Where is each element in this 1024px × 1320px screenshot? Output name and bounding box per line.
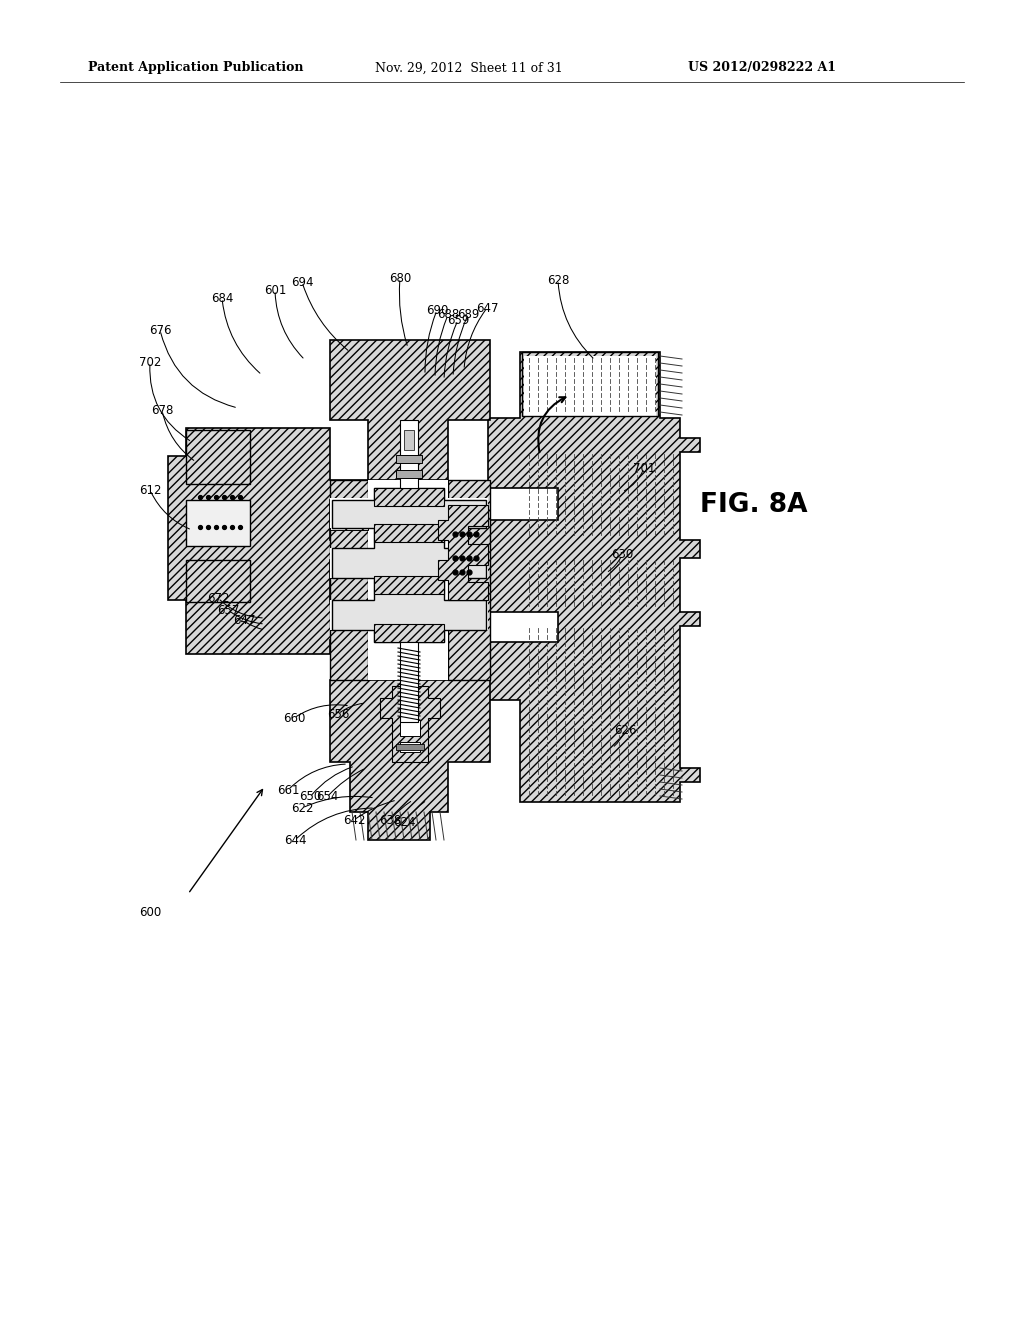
Text: 694: 694 (291, 276, 313, 289)
Text: 642: 642 (343, 813, 366, 826)
Bar (330, 500, 368, 531)
Polygon shape (332, 488, 486, 642)
Bar (400, 420, 418, 488)
Text: 624: 624 (393, 816, 416, 829)
Text: 647: 647 (476, 301, 499, 314)
Text: 656: 656 (327, 708, 349, 721)
Text: 622: 622 (291, 801, 313, 814)
Polygon shape (330, 341, 490, 480)
Text: 672: 672 (207, 591, 229, 605)
Polygon shape (438, 506, 488, 601)
Text: 600: 600 (139, 906, 161, 919)
Bar (396, 470, 422, 478)
Text: 689: 689 (457, 309, 479, 322)
Polygon shape (488, 352, 700, 803)
Text: 654: 654 (315, 791, 338, 804)
Text: 650: 650 (299, 791, 322, 804)
Text: 626: 626 (613, 723, 636, 737)
Polygon shape (449, 480, 490, 680)
Bar (330, 601, 368, 630)
Text: 690: 690 (426, 304, 449, 317)
Bar (186, 430, 250, 484)
Polygon shape (524, 356, 656, 416)
Text: 676: 676 (148, 323, 171, 337)
Bar (522, 352, 658, 416)
Polygon shape (374, 624, 444, 642)
Text: 657: 657 (217, 603, 240, 616)
Bar (400, 719, 420, 737)
Text: Nov. 29, 2012  Sheet 11 of 31: Nov. 29, 2012 Sheet 11 of 31 (375, 62, 563, 74)
Text: 628: 628 (547, 273, 569, 286)
Polygon shape (168, 428, 368, 653)
Text: 660: 660 (283, 711, 305, 725)
Text: 688: 688 (437, 309, 459, 322)
Text: US 2012/0298222 A1: US 2012/0298222 A1 (688, 62, 836, 74)
Bar (330, 498, 368, 528)
Bar (368, 480, 449, 680)
Text: 661: 661 (276, 784, 299, 796)
Bar (330, 548, 368, 578)
Text: Patent Application Publication: Patent Application Publication (88, 62, 303, 74)
Bar (449, 498, 488, 528)
Text: 684: 684 (211, 292, 233, 305)
Bar (396, 455, 422, 463)
Text: 601: 601 (264, 284, 286, 297)
Polygon shape (374, 524, 444, 543)
Polygon shape (374, 488, 444, 506)
Text: 644: 644 (284, 833, 306, 846)
Bar (400, 742, 420, 752)
Bar (330, 601, 368, 630)
Bar (449, 601, 488, 630)
Text: 638: 638 (379, 813, 401, 826)
Bar (330, 548, 368, 578)
Bar (396, 744, 424, 750)
Text: 702: 702 (139, 355, 161, 368)
Text: 612: 612 (138, 483, 161, 496)
Bar (400, 642, 418, 722)
Text: 680: 680 (389, 272, 411, 285)
Polygon shape (380, 686, 440, 762)
Text: 630: 630 (611, 549, 633, 561)
Bar (186, 560, 250, 602)
Text: FIG. 8A: FIG. 8A (700, 492, 808, 517)
Polygon shape (330, 480, 368, 680)
Text: 678: 678 (151, 404, 173, 417)
Bar (449, 548, 488, 578)
Text: 659: 659 (446, 314, 469, 326)
Polygon shape (330, 680, 490, 840)
Bar (404, 430, 414, 450)
Text: 701: 701 (633, 462, 655, 474)
Polygon shape (374, 576, 444, 594)
Text: 647: 647 (232, 615, 255, 627)
Bar (186, 500, 250, 546)
